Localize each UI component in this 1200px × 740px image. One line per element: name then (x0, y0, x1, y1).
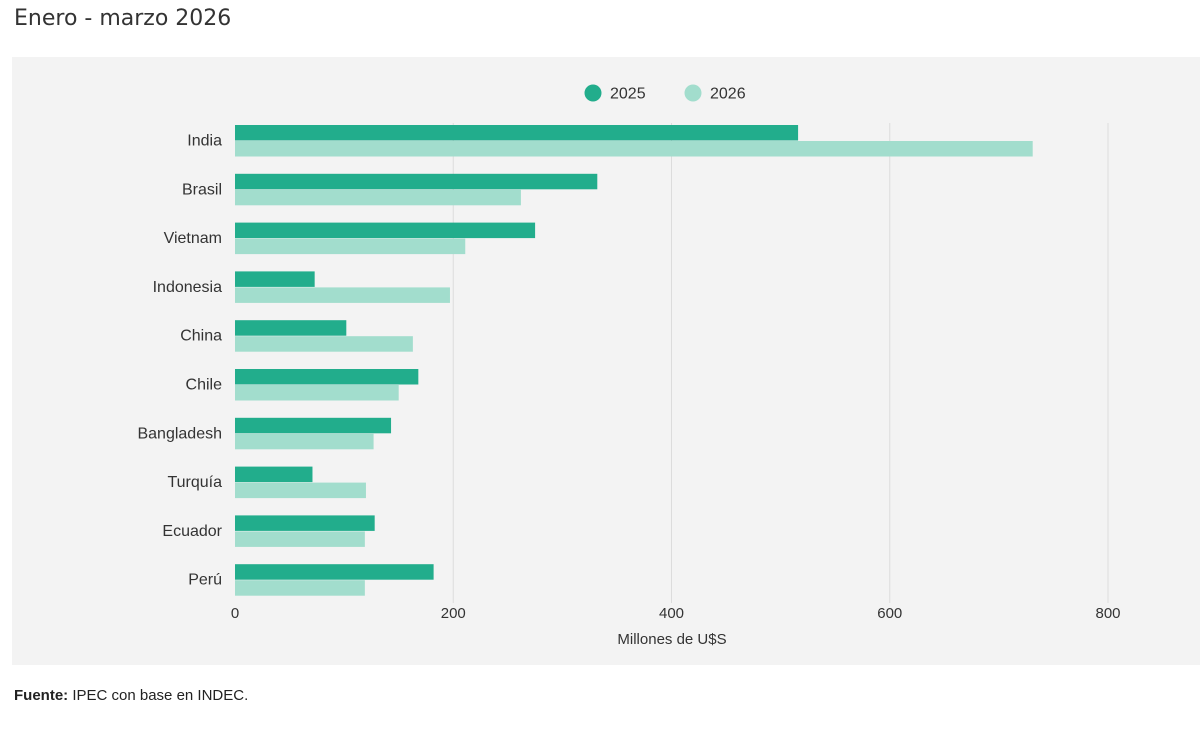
legend-swatch-2026 (684, 84, 702, 102)
category-label: Bangladesh (137, 425, 222, 442)
bar-2025 (235, 564, 434, 580)
source-note: Fuente: IPEC con base en INDEC. (14, 687, 248, 704)
x-tick-label: 600 (877, 605, 902, 622)
source-text: IPEC con base en INDEC. (72, 687, 249, 704)
bar-2026 (235, 482, 366, 499)
bar-2026 (235, 385, 399, 401)
bar-chart: 2025 2026 India Brasil Vietnam Indonesia Chin… (137, 84, 1121, 648)
chart-title: Enero - marzo 2026 (14, 6, 232, 31)
x-tick-label: 200 (441, 605, 466, 622)
chart-panel: 2025 2026 India Brasil Vietnam Indonesia Chin… (12, 57, 1200, 665)
bar-2025 (235, 369, 419, 385)
bar-2026 (235, 336, 413, 352)
source-label: Fuente: (14, 687, 69, 704)
legend-label-2025: 2025 (610, 86, 646, 103)
bars (235, 125, 1033, 596)
category-label: Chile (186, 377, 223, 394)
bar-2026 (235, 433, 374, 450)
bar-2026 (235, 141, 1033, 157)
bar-2025 (235, 417, 392, 434)
category-label: Indonesia (153, 279, 222, 296)
x-tick-labels: 0 200 400 600 800 (231, 605, 1121, 622)
x-tick-label: 400 (659, 605, 684, 622)
bar-2025 (235, 271, 315, 287)
bar-2025 (235, 466, 313, 483)
bar-2026 (235, 580, 365, 596)
x-tick-label: 800 (1095, 605, 1120, 622)
legend-label-2026: 2026 (710, 86, 746, 103)
x-axis-label: Millones de U$S (617, 631, 726, 648)
bar-2025 (235, 173, 598, 190)
category-label: Vietnam (164, 230, 222, 247)
bar-2025 (235, 222, 536, 239)
category-label: Turquía (167, 474, 222, 491)
gridlines (452, 123, 1109, 603)
bar-2026 (235, 287, 450, 303)
category-label: Brasil (182, 181, 222, 198)
x-tick-label: 0 (231, 605, 239, 622)
bar-2026 (235, 189, 521, 206)
legend: 2025 2026 (584, 84, 746, 103)
bar-2026 (235, 531, 365, 547)
bar-2025 (235, 125, 799, 141)
bar-2026 (235, 238, 466, 255)
category-label: India (187, 133, 222, 150)
bar-2025 (235, 515, 375, 531)
category-label: Ecuador (162, 523, 222, 540)
category-labels: India Brasil Vietnam Indonesia China Chile Ban… (137, 133, 222, 589)
category-label: Perú (188, 572, 222, 589)
category-label: China (180, 328, 222, 345)
bar-2025 (235, 320, 347, 336)
legend-swatch-2025 (584, 84, 602, 102)
